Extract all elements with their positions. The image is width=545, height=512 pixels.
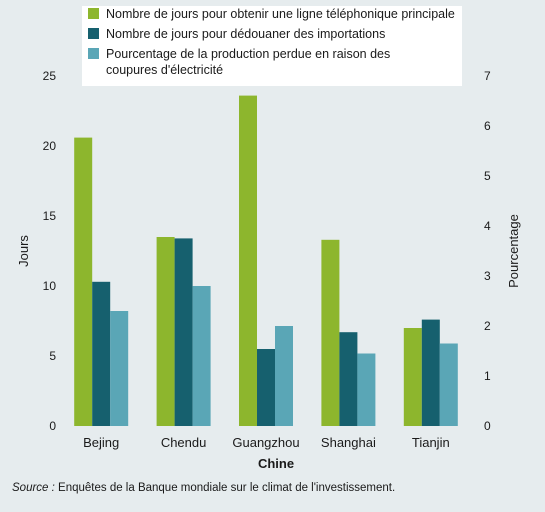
legend-label: Nombre de jours pour obtenir une ligne t… bbox=[106, 7, 455, 21]
source-label: Source : bbox=[12, 482, 55, 494]
right-tick-label: 5 bbox=[484, 169, 491, 183]
bar-series-3-bejing bbox=[110, 311, 129, 426]
left-tick-label: 10 bbox=[43, 279, 57, 293]
legend: Nombre de jours pour obtenir une ligne t… bbox=[82, 6, 462, 86]
category-label: Shanghai bbox=[321, 435, 376, 450]
legend-label: coupures d'électricité bbox=[106, 63, 223, 77]
right-tick-label: 6 bbox=[484, 119, 491, 133]
right-tick-label: 1 bbox=[484, 369, 491, 383]
bar-series-1-chendu bbox=[156, 237, 175, 426]
right-axis-title: Pourcentage bbox=[506, 214, 521, 288]
left-axis-title: Jours bbox=[16, 235, 31, 267]
bar-series-2-bejing bbox=[92, 281, 111, 426]
category-label: Guangzhou bbox=[232, 435, 299, 450]
bars-group bbox=[74, 95, 458, 426]
category-label: Tianjin bbox=[412, 435, 450, 450]
right-tick-label: 0 bbox=[484, 419, 491, 433]
bar-series-2-shanghai bbox=[339, 332, 358, 426]
bar-series-3-guangzhou bbox=[275, 326, 293, 426]
bar-series-3-shanghai bbox=[357, 353, 376, 426]
left-tick-label: 25 bbox=[43, 69, 57, 83]
legend-swatch bbox=[88, 28, 99, 39]
bar-series-3-chendu bbox=[192, 286, 211, 426]
source-text: Enquêtes de la Banque mondiale sur le cl… bbox=[54, 482, 396, 494]
category-label: Bejing bbox=[83, 435, 119, 450]
x-axis-title: Chine bbox=[258, 456, 294, 471]
left-tick-label: 15 bbox=[43, 209, 57, 223]
legend-box bbox=[82, 6, 462, 86]
bar-series-3-tianjin bbox=[439, 343, 458, 426]
right-tick-label: 4 bbox=[484, 219, 491, 233]
bar-series-2-guangzhou bbox=[257, 349, 275, 426]
bar-series-1-tianjin bbox=[403, 328, 422, 426]
bar-series-2-tianjin bbox=[421, 319, 440, 426]
bar-series-2-chendu bbox=[174, 238, 193, 426]
left-tick-label: 20 bbox=[43, 139, 57, 153]
left-tick-label: 0 bbox=[49, 419, 56, 433]
bar-series-1-bejing bbox=[74, 137, 93, 426]
source-note: Source : Enquêtes de la Banque mondiale … bbox=[12, 482, 395, 494]
right-axis-ticks: 0 1 2 3 4 5 6 7 bbox=[484, 69, 491, 433]
right-tick-label: 3 bbox=[484, 269, 491, 283]
left-tick-label: 5 bbox=[49, 349, 56, 363]
legend-label: Nombre de jours pour dédouaner des impor… bbox=[106, 27, 385, 41]
legend-swatch bbox=[88, 8, 99, 19]
category-label: Chendu bbox=[161, 435, 207, 450]
legend-swatch bbox=[88, 48, 99, 59]
left-axis-ticks: 0 5 10 15 20 25 bbox=[43, 69, 57, 433]
category-labels: Bejing Chendu Guangzhou Shanghai Tianjin bbox=[83, 435, 450, 450]
bar-series-1-guangzhou bbox=[239, 95, 257, 426]
right-tick-label: 7 bbox=[484, 69, 491, 83]
legend-label: Pourcentage de la production perdue en r… bbox=[106, 47, 390, 61]
bar-series-1-shanghai bbox=[321, 239, 340, 426]
right-tick-label: 2 bbox=[484, 319, 491, 333]
